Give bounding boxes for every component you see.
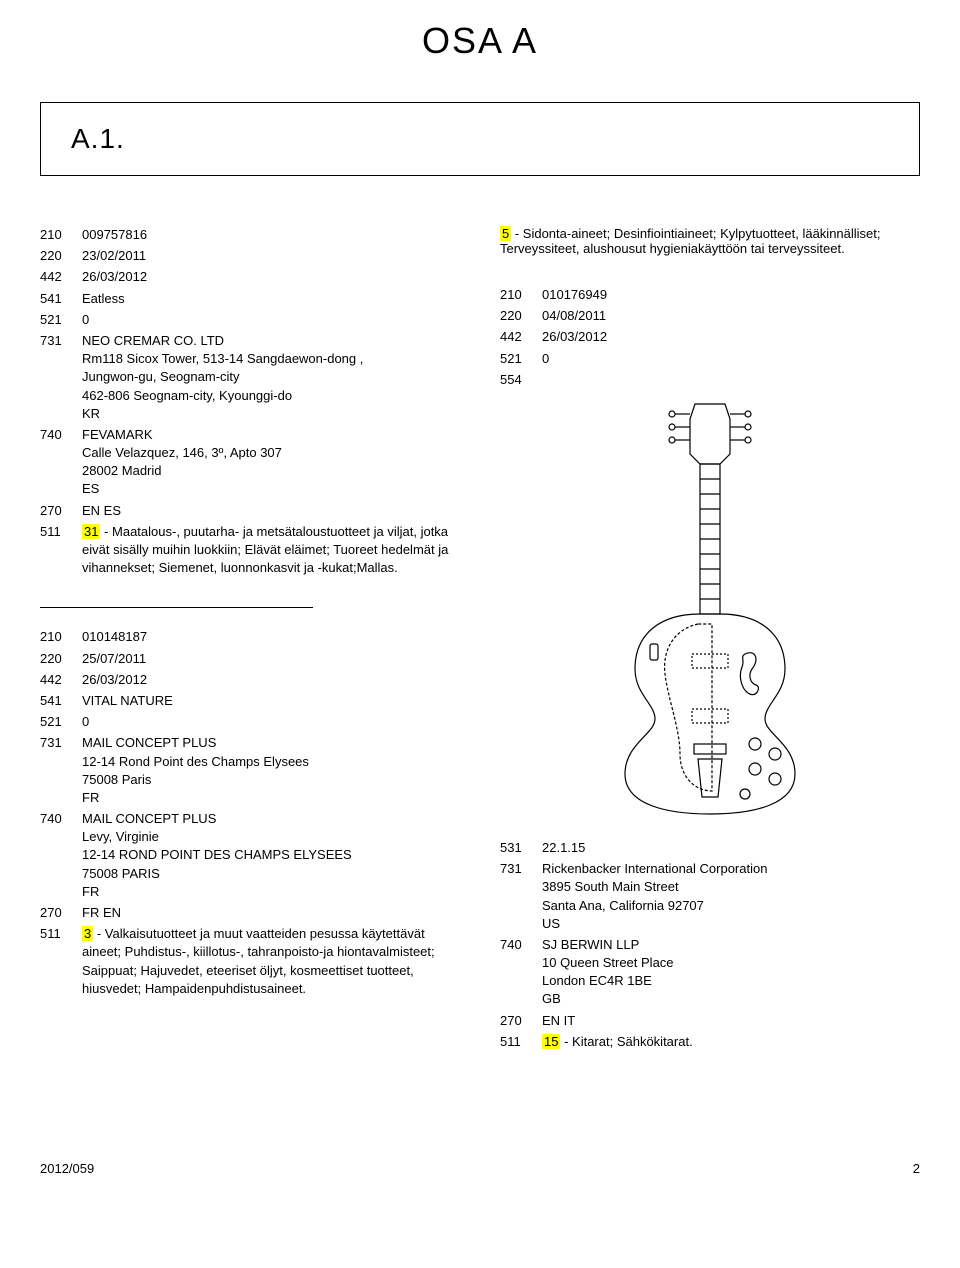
entry-1: 210009757816 22023/02/2011 44226/03/2012…: [40, 226, 460, 577]
field-code: 740: [40, 810, 82, 901]
field-value: 26/03/2012: [82, 268, 460, 286]
field-value: - Sidonta-aineet; Desinfiointiaineet; Ky…: [500, 226, 881, 256]
left-column: 210009757816 22023/02/2011 44226/03/2012…: [40, 226, 460, 1081]
class-highlight: 3: [82, 926, 93, 941]
field-code: 731: [500, 860, 542, 933]
field-code: 270: [500, 1012, 542, 1030]
field-value: 0: [82, 311, 460, 329]
field-code: 731: [40, 332, 82, 423]
guitar-figure: [500, 399, 920, 819]
class-highlight: 15: [542, 1034, 560, 1049]
field-value: MAIL CONCEPT PLUS 12-14 Rond Point des C…: [82, 734, 460, 807]
field-value: Eatless: [82, 290, 460, 308]
field-code: 740: [500, 936, 542, 1009]
entry-2: 210010148187 22025/07/2011 44226/03/2012…: [40, 628, 460, 998]
field-value: NEO CREMAR CO. LTD Rm118 Sicox Tower, 51…: [82, 332, 460, 423]
field-value: 31 - Maatalous-, puutarha- ja metsätalou…: [82, 523, 460, 578]
field-code: 521: [40, 311, 82, 329]
separator: [40, 607, 313, 608]
field-value: 23/02/2011: [82, 247, 460, 265]
field-code: 521: [40, 713, 82, 731]
entry-3: 210010176949 22004/08/2011 44226/03/2012…: [500, 286, 920, 1051]
class-highlight: 5: [500, 226, 511, 241]
field-value: 010148187: [82, 628, 460, 646]
field-code: 442: [500, 328, 542, 346]
field-value: 26/03/2012: [542, 328, 920, 346]
field-code: 511: [500, 1033, 542, 1051]
footer-left: 2012/059: [40, 1161, 94, 1176]
sub-title: A.1.: [71, 123, 889, 155]
field-code: 220: [40, 650, 82, 668]
field-code: 270: [40, 502, 82, 520]
field-code: 511: [40, 523, 82, 578]
field-value: 0: [542, 350, 920, 368]
field-code: 220: [500, 307, 542, 325]
field-value: 26/03/2012: [82, 671, 460, 689]
field-code: 270: [40, 904, 82, 922]
field-value: MAIL CONCEPT PLUS Levy, Virginie 12-14 R…: [82, 810, 460, 901]
footer-right: 2: [913, 1161, 920, 1176]
field-code: 740: [40, 426, 82, 499]
right-top-text: 5 - Sidonta-aineet; Desinfiointiaineet; …: [500, 226, 920, 256]
field-code: 541: [40, 290, 82, 308]
field-value: 15 - Kitarat; Sähkökitarat.: [542, 1033, 920, 1051]
field-value: 0: [82, 713, 460, 731]
field-value: 009757816: [82, 226, 460, 244]
field-value: EN IT: [542, 1012, 920, 1030]
field-code: 731: [40, 734, 82, 807]
field-code: 220: [40, 247, 82, 265]
field-code: 554: [500, 371, 542, 389]
field-value: Rickenbacker International Corporation 3…: [542, 860, 920, 933]
field-value: 3 - Valkaisutuotteet ja muut vaatteiden …: [82, 925, 460, 998]
field-code: 442: [40, 671, 82, 689]
field-code: 210: [40, 628, 82, 646]
field-code: 511: [40, 925, 82, 998]
right-column: 5 - Sidonta-aineet; Desinfiointiaineet; …: [500, 226, 920, 1081]
field-value: SJ BERWIN LLP 10 Queen Street Place Lond…: [542, 936, 920, 1009]
field-value: FEVAMARK Calle Velazquez, 146, 3º, Apto …: [82, 426, 460, 499]
field-value: 010176949: [542, 286, 920, 304]
field-code: 541: [40, 692, 82, 710]
content-columns: 210009757816 22023/02/2011 44226/03/2012…: [40, 226, 920, 1081]
field-code: 531: [500, 839, 542, 857]
field-value: 22.1.15: [542, 839, 920, 857]
page-footer: 2012/059 2: [40, 1161, 920, 1176]
field-value: VITAL NATURE: [82, 692, 460, 710]
field-code: 442: [40, 268, 82, 286]
main-title: OSA A: [40, 20, 920, 62]
field-value: EN ES: [82, 502, 460, 520]
field-value: FR EN: [82, 904, 460, 922]
field-value: 04/08/2011: [542, 307, 920, 325]
field-code: 210: [40, 226, 82, 244]
field-code: 210: [500, 286, 542, 304]
class-highlight: 31: [82, 524, 100, 539]
guitar-icon: [580, 399, 840, 819]
field-value: 25/07/2011: [82, 650, 460, 668]
field-code: 521: [500, 350, 542, 368]
subtitle-box: A.1.: [40, 102, 920, 176]
